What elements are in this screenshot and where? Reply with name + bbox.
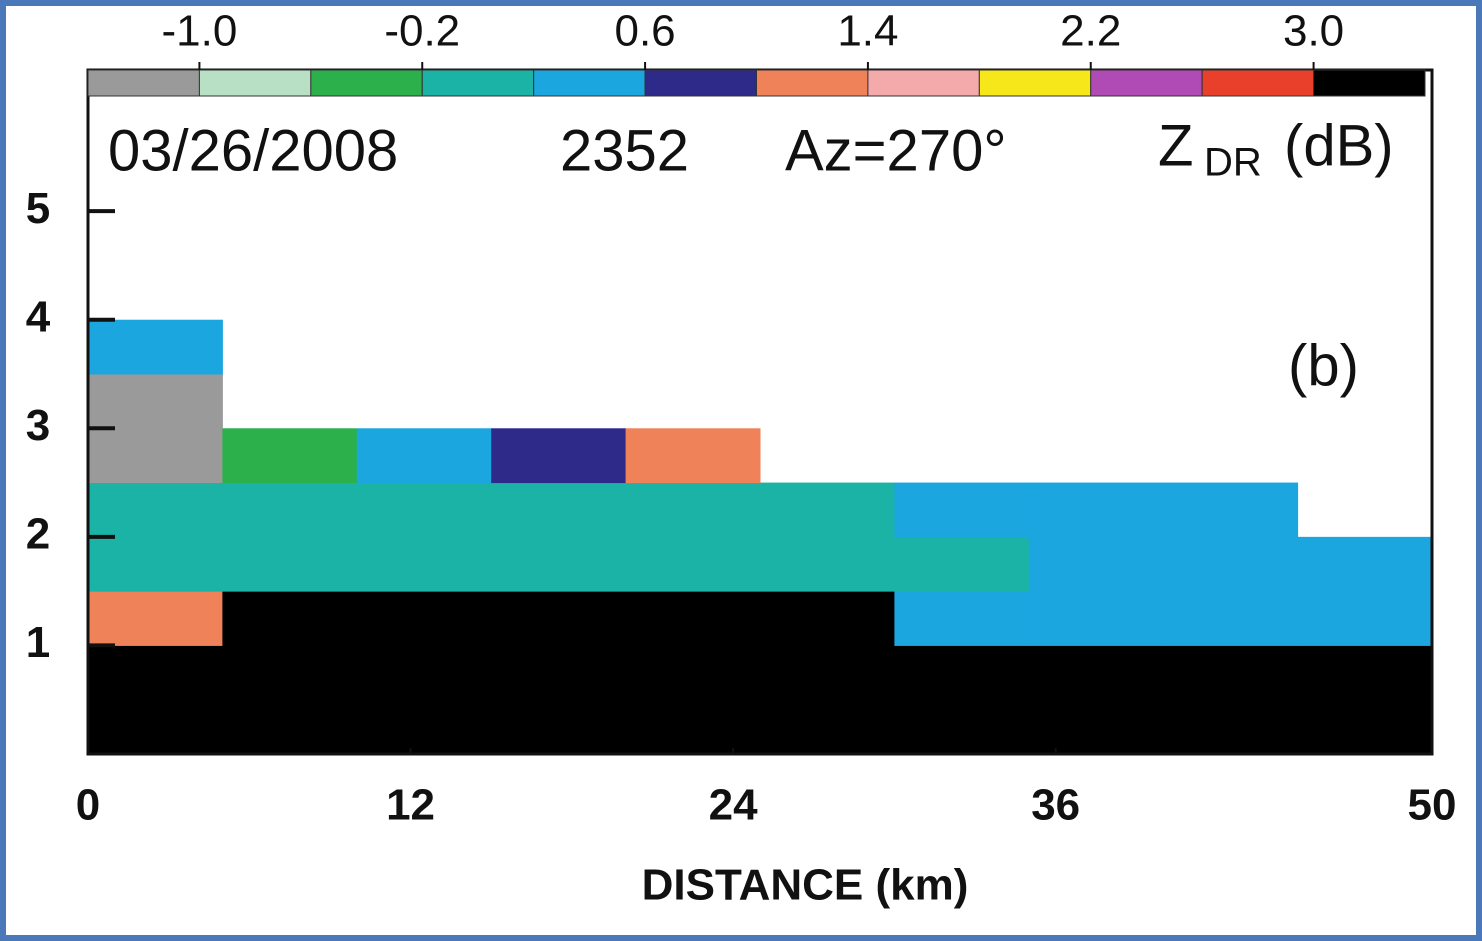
cell: [356, 591, 492, 646]
variable: Z: [1158, 113, 1193, 178]
colorbar-tick-label: 2.2: [1060, 7, 1121, 56]
cell: [88, 482, 223, 538]
cell: [625, 428, 761, 484]
colorbar-segment: [533, 69, 646, 97]
azimuth: Az=270°: [785, 118, 1007, 183]
cell: [222, 428, 358, 484]
cell: [491, 591, 627, 646]
cell: [222, 482, 358, 538]
colorbar-segment: [198, 69, 312, 97]
y-tick-label: 5: [26, 184, 50, 233]
cell: [222, 645, 358, 701]
x-tick-label: 50: [1408, 781, 1457, 830]
cell: [1163, 536, 1299, 592]
y-tick-label: 1: [26, 618, 50, 667]
colorbar-segment: [421, 69, 535, 97]
colorbar-segment: [644, 69, 757, 97]
cell: [356, 645, 492, 701]
time: 2352: [560, 118, 689, 183]
x-tick-label: 36: [1031, 781, 1080, 830]
cell: [491, 699, 627, 755]
cell: [625, 699, 761, 755]
cell: [1028, 591, 1164, 646]
x-tick-label: 0: [76, 781, 100, 830]
cell: [88, 428, 223, 484]
cell: [491, 645, 627, 701]
cell: [88, 699, 223, 755]
cell: [222, 591, 358, 646]
cell: [1163, 645, 1299, 701]
colorbar-segment: [87, 69, 200, 97]
cell: [760, 536, 895, 592]
cell: [1297, 536, 1433, 592]
cell: [760, 699, 895, 755]
cell: [356, 699, 492, 755]
cell: [1028, 699, 1164, 755]
x-axis-label: DISTANCE (km): [642, 861, 969, 910]
colorbar-tick-label: 1.4: [837, 7, 898, 56]
cell: [1163, 591, 1299, 646]
cell: [894, 591, 1030, 646]
cell: [760, 482, 895, 538]
cell: [894, 536, 1030, 592]
y-tick-label: 2: [26, 509, 50, 558]
colorbar-tick-label: -0.2: [384, 7, 460, 56]
cell: [88, 591, 223, 646]
panel-label: (b): [1288, 333, 1359, 398]
colorbar-tick-label: -1.0: [162, 7, 238, 56]
cell: [1163, 699, 1299, 755]
cell: [222, 699, 358, 755]
cell: [625, 591, 761, 646]
colorbar-tick-label: 3.0: [1283, 7, 1344, 56]
cell: [894, 645, 1030, 701]
colorbar-tick-label: 0.6: [614, 7, 675, 56]
cell: [1028, 645, 1164, 701]
colorbar-segment: [1201, 69, 1315, 97]
colorbar-segment: [867, 69, 980, 97]
cell: [491, 482, 627, 538]
cell: [1163, 482, 1299, 538]
x-tick-label: 12: [386, 781, 435, 830]
cell: [491, 536, 627, 592]
cell: [491, 428, 627, 484]
cell: [356, 482, 492, 538]
cell: [1028, 482, 1164, 538]
y-tick-label: 3: [26, 401, 50, 450]
y-tick-label: 4: [26, 292, 51, 341]
cell: [625, 482, 761, 538]
colorbar-segment: [1090, 69, 1203, 97]
cell: [88, 374, 223, 429]
cell: [1028, 536, 1164, 592]
cell: [356, 428, 492, 484]
cell: [625, 536, 761, 592]
colorbar-segment: [310, 69, 423, 97]
cell: [625, 645, 761, 701]
date: 03/26/2008: [108, 118, 398, 183]
variable-subscript: DR: [1204, 141, 1262, 185]
cell: [88, 536, 223, 592]
colorbar-segment: [978, 69, 1092, 97]
cell: [760, 591, 895, 646]
cell: [88, 645, 223, 701]
cell: [1297, 699, 1433, 755]
x-tick-label: 24: [709, 781, 758, 830]
cell: [894, 482, 1030, 538]
cell: [894, 699, 1030, 755]
cell: [1297, 645, 1433, 701]
colorbar-segment: [1313, 69, 1426, 97]
cell: [88, 319, 223, 375]
cell: [356, 536, 492, 592]
cell: [1297, 591, 1433, 646]
unit: (dB): [1284, 113, 1394, 178]
cell: [760, 645, 895, 701]
cell: [222, 536, 358, 592]
colorbar-segment: [756, 69, 869, 97]
